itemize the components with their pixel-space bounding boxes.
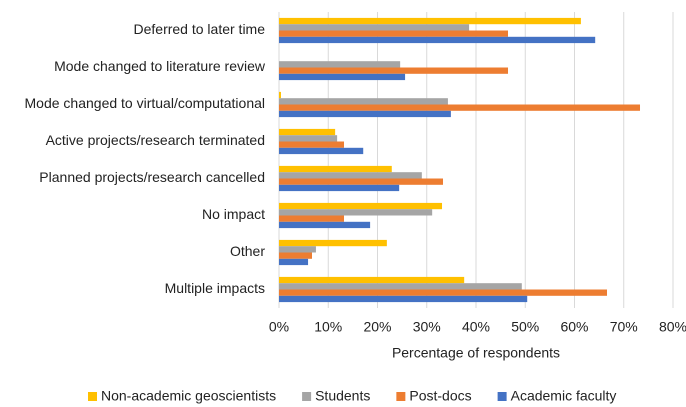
legend-label: Academic faculty (511, 388, 617, 404)
legend-swatch (396, 392, 406, 401)
y-tick-label: Mode changed to literature review (54, 58, 266, 74)
bar (279, 172, 422, 179)
legend-label: Post-docs (409, 388, 471, 404)
x-tick-label: 0% (269, 319, 289, 335)
y-tick-label: Other (230, 243, 265, 259)
bar (279, 239, 387, 247)
bar (279, 202, 443, 210)
x-tick-label: 40% (462, 319, 490, 335)
bar (279, 209, 433, 216)
x-tick-label: 10% (314, 319, 342, 335)
legend-label: Students (315, 388, 370, 404)
x-tick-label: 60% (560, 319, 588, 335)
legend-swatch (88, 392, 97, 401)
bar (279, 135, 338, 142)
bar (279, 67, 509, 74)
bar (279, 215, 345, 222)
bar (279, 276, 465, 284)
legend-label: Non-academic geoscientists (101, 388, 276, 404)
x-tick-label: 80% (659, 319, 686, 335)
bar (279, 289, 608, 296)
y-tick-label: No impact (202, 206, 265, 222)
bar (279, 295, 528, 303)
bar (279, 165, 392, 173)
legend-swatch (497, 392, 507, 401)
bar (279, 147, 364, 155)
bar (279, 17, 581, 25)
bar (279, 178, 444, 185)
bar (279, 61, 401, 68)
x-axis-label: Percentage of respondents (392, 345, 560, 361)
x-tick-label: 30% (413, 319, 441, 335)
bar (279, 98, 448, 105)
x-tick-label: 50% (511, 319, 539, 335)
bar (279, 73, 406, 81)
x-tick-label: 70% (610, 319, 638, 335)
y-tick-label: Active projects/research terminated (46, 132, 265, 148)
bar (279, 91, 281, 99)
legend-swatch (302, 392, 312, 401)
bar (279, 110, 451, 118)
bar (279, 104, 641, 111)
bar (279, 283, 522, 290)
bar (279, 252, 312, 259)
y-tick-label: Multiple impacts (165, 280, 265, 296)
bar (279, 36, 596, 44)
y-tick-label: Mode changed to virtual/computational (25, 95, 265, 111)
bar (279, 30, 509, 37)
bar (279, 128, 336, 136)
bar (279, 258, 309, 266)
y-tick-label: Deferred to later time (134, 21, 266, 37)
x-tick-label: 20% (363, 319, 391, 335)
bar (279, 246, 316, 253)
bar (279, 184, 400, 192)
bar (279, 141, 345, 148)
bar (279, 24, 470, 31)
y-tick-label: Planned projects/research cancelled (39, 169, 265, 185)
bar (279, 221, 371, 229)
